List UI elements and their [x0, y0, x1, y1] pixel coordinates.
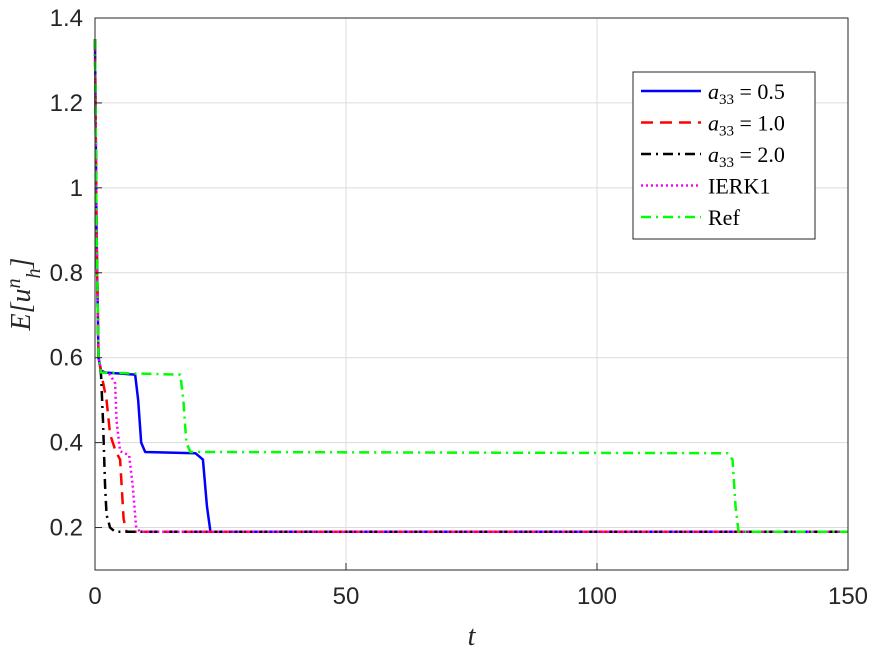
x-tick-label: 0 — [88, 583, 101, 610]
y-tick-label: 0.6 — [50, 345, 83, 372]
y-tick-label: 1.2 — [50, 90, 83, 117]
legend-label: IERK1 — [708, 174, 770, 199]
series-line-2 — [93, 39, 848, 534]
legend-box — [632, 71, 816, 240]
y-tick-label: 1.4 — [50, 5, 83, 32]
y-tick-label: 1 — [70, 175, 83, 202]
series-lines — [93, 39, 848, 534]
x-tick-label: 50 — [333, 583, 360, 610]
y-tick-label: 0.2 — [50, 515, 83, 542]
plot-frame — [94, 17, 849, 571]
series-line-5 — [93, 39, 848, 534]
x-axis-label: t — [468, 621, 477, 652]
legend-label: a33 = 0.5 — [708, 79, 785, 108]
x-tick-label: 150 — [828, 583, 868, 610]
y-tick-label: 0.8 — [50, 260, 83, 287]
legend-label: a33 = 1.0 — [708, 111, 785, 140]
legend-label: a33 = 2.0 — [708, 142, 785, 171]
y-axis-label: E[unh] — [3, 258, 45, 332]
series-line-3 — [93, 39, 848, 534]
ticks: 0 50 100 150 0.2 0.4 0.6 0.8 1 1.2 1.4 — [50, 5, 868, 610]
legend-label: Ref — [708, 205, 740, 230]
x-tick-label: 100 — [577, 583, 617, 610]
y-tick-label: 0.4 — [50, 430, 83, 457]
